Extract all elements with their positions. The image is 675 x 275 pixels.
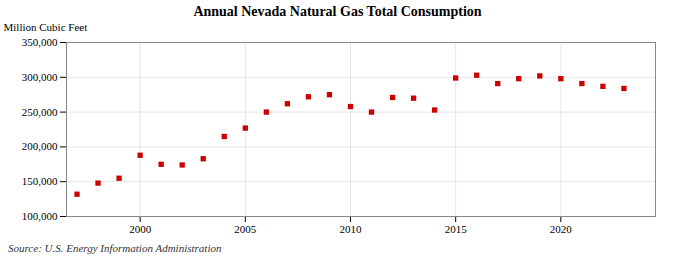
svg-text:Million Cubic Feet: Million Cubic Feet <box>4 21 88 33</box>
svg-text:2015: 2015 <box>445 223 468 235</box>
svg-text:100,000: 100,000 <box>22 210 58 222</box>
svg-text:200,000: 200,000 <box>22 140 58 152</box>
svg-text:350,000: 350,000 <box>22 36 58 48</box>
svg-text:300,000: 300,000 <box>22 71 58 83</box>
svg-text:150,000: 150,000 <box>22 175 58 187</box>
svg-text:2010: 2010 <box>339 223 362 235</box>
svg-text:2005: 2005 <box>234 223 257 235</box>
html-text:Annual Nevada Natural Gas Tota: Annual Nevada Natural Gas Total Consumpt… <box>193 4 482 19</box>
svg-text:250,000: 250,000 <box>22 106 58 118</box>
html-text:Source: U.S. Energy Informatio: Source: U.S. Energy Information Administ… <box>8 242 222 254</box>
svg-text:2000: 2000 <box>129 223 152 235</box>
svg-text:2020: 2020 <box>550 223 573 235</box>
